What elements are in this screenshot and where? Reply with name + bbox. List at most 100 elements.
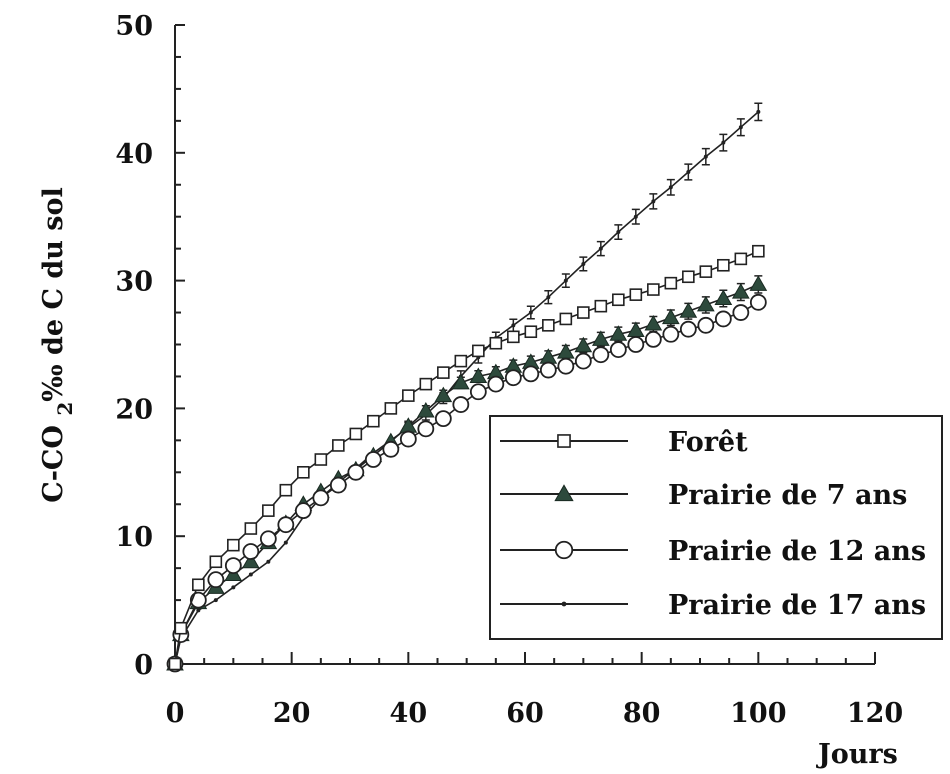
data-point <box>489 336 503 350</box>
y-tick-label: 0 <box>134 650 153 681</box>
data-point <box>314 453 328 466</box>
data-point <box>686 169 691 174</box>
data-point <box>189 591 207 609</box>
data-point <box>609 341 627 359</box>
data-point <box>627 336 645 353</box>
data-point <box>262 504 275 517</box>
y-tick-label: 40 <box>115 139 153 170</box>
data-point <box>209 555 223 569</box>
data-point <box>616 230 621 235</box>
data-point <box>437 366 450 379</box>
data-point <box>612 293 625 307</box>
data-point <box>714 289 733 305</box>
data-point <box>329 476 347 494</box>
data-point <box>168 657 182 671</box>
data-point <box>647 283 660 296</box>
data-point <box>213 598 218 603</box>
x-tick-label: 80 <box>623 698 661 729</box>
data-point <box>542 319 555 332</box>
data-point <box>266 559 271 564</box>
data-point <box>277 516 295 534</box>
data-point <box>259 530 277 548</box>
data-point <box>367 414 380 428</box>
series-layer <box>166 102 768 673</box>
data-point <box>696 295 715 312</box>
data-point <box>563 278 568 283</box>
data-point <box>557 357 575 375</box>
data-point <box>682 270 695 284</box>
data-point <box>349 427 363 441</box>
data-point <box>347 463 365 481</box>
data-point <box>699 265 713 278</box>
data-point <box>454 354 468 368</box>
data-point <box>732 304 750 321</box>
data-point <box>382 440 400 458</box>
data-point <box>554 484 574 502</box>
y-tick-label: 10 <box>115 522 153 553</box>
data-point <box>651 199 656 204</box>
x-tick-label: 100 <box>730 698 786 729</box>
data-point <box>749 275 768 291</box>
data-point <box>434 386 453 403</box>
data-point <box>561 601 567 607</box>
legend: Forêt Prairie de 7 ans Prairie de 12 ans Pr… <box>489 415 943 640</box>
data-point <box>416 401 435 418</box>
data-point <box>297 465 310 479</box>
data-point <box>594 299 608 313</box>
legend-label: Prairie de 12 ans <box>668 536 926 567</box>
x-tick-label: 40 <box>390 698 428 729</box>
data-point <box>756 109 761 114</box>
y-tick-label: 20 <box>115 394 153 425</box>
data-point <box>227 538 240 552</box>
data-point <box>384 402 398 415</box>
data-point <box>644 330 662 348</box>
data-point <box>312 489 330 507</box>
data-point <box>511 323 516 328</box>
data-point <box>697 316 715 334</box>
data-point <box>244 522 258 535</box>
data-point <box>664 276 678 290</box>
data-point <box>662 325 680 343</box>
data-point <box>668 185 673 190</box>
data-point <box>749 293 767 311</box>
legend-label: Prairie de 7 ans <box>668 480 907 511</box>
data-point <box>556 343 575 359</box>
data-point <box>703 154 708 159</box>
data-point <box>633 214 638 219</box>
data-point <box>554 540 574 560</box>
series-prairie-de-12-ans <box>166 293 767 673</box>
legend-label: Prairie de 17 ans <box>668 590 926 621</box>
data-point <box>224 557 242 574</box>
data-point <box>721 140 726 145</box>
data-point <box>174 621 188 635</box>
x-tick-label: 120 <box>847 698 903 729</box>
data-point <box>294 502 312 520</box>
data-point <box>469 383 487 401</box>
data-point <box>419 377 433 391</box>
y-tick-label: 50 <box>115 11 153 42</box>
data-point <box>546 295 551 300</box>
data-point <box>557 434 571 448</box>
data-point <box>731 283 750 299</box>
x-axis-title: Jours <box>816 739 898 770</box>
data-point <box>399 430 417 448</box>
x-tick-label: 0 <box>166 698 185 729</box>
data-point <box>592 346 610 364</box>
data-point <box>574 336 593 353</box>
data-point <box>738 125 743 130</box>
data-point <box>192 578 205 592</box>
data-point <box>283 540 288 545</box>
data-point <box>402 389 415 402</box>
data-point <box>507 330 520 344</box>
data-point <box>577 306 590 319</box>
data-point <box>626 321 645 337</box>
data-point <box>332 439 345 452</box>
data-point <box>207 571 225 589</box>
data-point <box>591 330 610 346</box>
data-point <box>717 258 730 272</box>
y-tick-label: 30 <box>115 267 153 298</box>
data-point <box>364 451 382 468</box>
data-point <box>469 367 488 383</box>
data-point <box>241 552 260 569</box>
